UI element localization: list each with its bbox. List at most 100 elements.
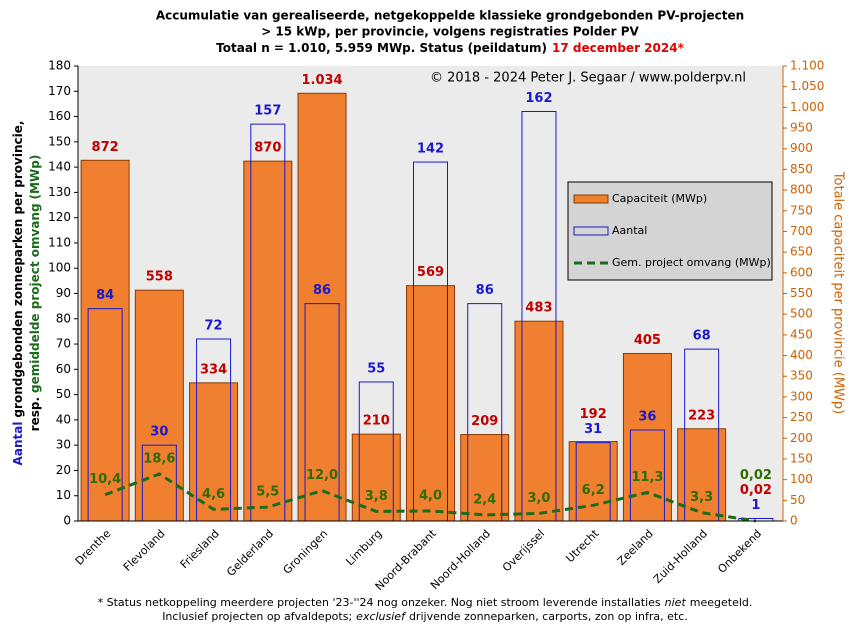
footnote: Inclusief projecten op afvaldepots; exclu… — [162, 610, 688, 623]
capacity-label: 209 — [471, 414, 498, 429]
y2-tick-label: 350 — [790, 369, 813, 383]
y-tick-label: 60 — [56, 362, 71, 376]
y2-tick-label: 450 — [790, 327, 813, 341]
footnote-part: exclusief — [356, 610, 407, 623]
y-axis-title: resp. gemiddelde project omvang (MWp) — [28, 155, 42, 432]
capacity-label: 558 — [146, 270, 173, 285]
footnote-part: Inclusief projecten op afvaldepots; — [162, 610, 352, 623]
y-tick-label: 100 — [48, 261, 71, 275]
count-label: 36 — [638, 410, 656, 425]
capacity-bar — [406, 285, 455, 522]
y-axis-title: Aantal grondgebonden zonneparken per prov… — [11, 121, 25, 466]
average-label: 5,5 — [256, 485, 279, 500]
y2-tick-label: 600 — [790, 265, 813, 279]
count-label: 72 — [205, 319, 223, 334]
average-label: 4,6 — [202, 487, 225, 502]
y2-tick-label: 900 — [790, 141, 813, 155]
y-tick-label: 10 — [56, 488, 71, 502]
x-tick-label: Zuid-Holland — [651, 527, 710, 586]
capacity-label: 872 — [92, 140, 119, 155]
y2-tick-label: 750 — [790, 203, 813, 217]
y2-tick-label: 1.000 — [790, 100, 824, 114]
average-label: 11,3 — [631, 470, 663, 485]
status-text: Totaal n = 1.010, 5.959 MWp. Status (pei… — [216, 41, 547, 55]
y-title-part: Aantal — [11, 422, 25, 466]
y-tick-label: 50 — [56, 387, 71, 401]
y2-axis-title: Totale capaciteit per provincie (MWp) — [831, 171, 846, 414]
y-tick-label: 180 — [48, 59, 71, 73]
y2-tick-label: 500 — [790, 307, 813, 321]
capacity-bar — [351, 433, 401, 522]
capacity-label: 223 — [688, 408, 715, 423]
footnote: * Status netkoppeling meerdere projecten… — [98, 596, 753, 609]
footnote-part: drijvende zonneparken, carports, zon op … — [409, 610, 688, 623]
footnote-part: * Status netkoppeling meerdere projecten… — [98, 596, 661, 609]
y-tick-label: 140 — [48, 160, 71, 174]
x-tick-label: Groningen — [281, 527, 331, 577]
y2-tick-label: 950 — [790, 121, 813, 135]
average-label: 0,02 — [740, 468, 772, 483]
capacity-bar — [460, 434, 510, 522]
legend-swatch — [573, 194, 609, 204]
legend-label: Aantal — [612, 224, 647, 237]
x-tick-label: Gelderland — [224, 527, 276, 579]
y2-tick-label: 1.050 — [790, 79, 824, 93]
y2-tick-label: 550 — [790, 286, 813, 300]
footnote-part: meegeteld. — [690, 596, 753, 609]
count-label: 86 — [476, 283, 494, 298]
capacity-label: 334 — [200, 362, 227, 377]
y2-tick-label: 650 — [790, 245, 813, 259]
y2-tick-label: 400 — [790, 348, 813, 362]
capacity-label: 870 — [254, 141, 281, 156]
y-tick-label: 80 — [56, 311, 71, 325]
y2-tick-label: 1.100 — [790, 59, 824, 73]
y-title-part: (MWp) — [28, 155, 42, 200]
x-tick-label: Utrecht — [563, 527, 601, 565]
y2-tick-label: 250 — [790, 410, 813, 424]
x-tick-label: Limburg — [343, 527, 384, 568]
y2-tick-label: 100 — [790, 472, 813, 486]
y2-tick-label: 200 — [790, 431, 813, 445]
chart-status: Totaal n = 1.010, 5.959 MWp. Status (pei… — [216, 41, 684, 55]
y-tick-label: 150 — [48, 134, 71, 148]
y2-tick-label: 850 — [790, 162, 813, 176]
capacity-label: 210 — [363, 414, 390, 429]
y2-tick-label: 700 — [790, 224, 813, 238]
x-tick-label: Zeeland — [615, 527, 656, 568]
y2-tick-label: 150 — [790, 451, 813, 465]
count-label: 162 — [525, 91, 552, 106]
capacity-bar — [297, 92, 347, 522]
y-tick-label: 130 — [48, 185, 71, 199]
x-tick-label: Onbekend — [715, 527, 764, 576]
y2-tick-label: 0 — [790, 514, 798, 528]
x-tick-label: Drenthe — [73, 527, 114, 568]
y-tick-label: 40 — [56, 412, 71, 426]
y-tick-label: 70 — [56, 337, 71, 351]
count-label: 31 — [584, 422, 602, 437]
count-label: 68 — [693, 329, 711, 344]
capacity-label: 483 — [525, 301, 552, 316]
average-label: 3,3 — [690, 490, 713, 505]
y-tick-label: 30 — [56, 438, 71, 452]
y-title-part: grondgebonden zonneparken per provincie, — [11, 121, 25, 418]
chart-subtitle: > 15 kWp, per provincie, volgens registr… — [261, 25, 639, 39]
y-tick-label: 90 — [56, 286, 71, 300]
x-tick-label: Friesland — [178, 527, 222, 571]
average-label: 10,4 — [89, 472, 121, 487]
count-label: 55 — [367, 361, 385, 376]
capacity-label: 0,02 — [740, 483, 772, 498]
average-label: 3,8 — [365, 489, 388, 504]
count-label: 30 — [150, 425, 168, 440]
capacity-label: 569 — [417, 265, 444, 280]
count-label: 142 — [417, 142, 444, 157]
y-tick-label: 110 — [48, 235, 71, 249]
average-label: 2,4 — [473, 492, 496, 507]
capacity-bar — [189, 382, 239, 522]
average-label: 12,0 — [306, 468, 338, 483]
y-tick-label: 120 — [48, 210, 71, 224]
y2-tick-label: 800 — [790, 183, 813, 197]
count-label: 84 — [96, 288, 114, 303]
capacity-bar — [568, 441, 618, 522]
capacity-bar — [243, 160, 293, 522]
average-line — [104, 472, 757, 523]
